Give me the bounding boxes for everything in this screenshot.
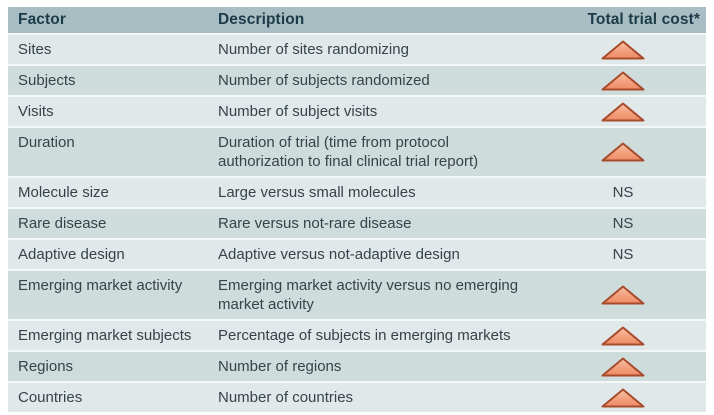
cost-cell [558, 128, 706, 176]
cost-increase-triangle-icon [601, 40, 645, 59]
description-cell: Number of countries [218, 389, 354, 406]
cost-cell: NS [558, 209, 706, 238]
ns-label: NS [612, 215, 634, 232]
description-cell: Percentage of subjects in emerging marke… [218, 327, 511, 344]
table-row: Countries Number of countries [8, 383, 706, 412]
cost-cell [558, 383, 706, 412]
ns-label: NS [612, 184, 634, 201]
description-cell: Number of subjects randomized [218, 72, 430, 89]
description-cell: Duration of trial (time from protocol au… [218, 134, 479, 170]
factor-cell: Adaptive design [18, 246, 125, 263]
table-row: Sites Number of sites randomizing [8, 35, 706, 64]
factor-cell: Visits [18, 103, 54, 120]
column-header-factor: Factor [18, 11, 66, 28]
factor-cell: Rare disease [18, 215, 107, 232]
description-cell: Number of subject visits [218, 103, 378, 120]
factor-cell: Subjects [18, 72, 76, 89]
description-cell: Number of sites randomizing [218, 41, 409, 58]
description-cell: Adaptive versus not-adaptive design [218, 246, 460, 263]
cost-increase-triangle-icon [601, 285, 645, 305]
description-cell: Number of regions [218, 358, 342, 375]
description-cell: Rare versus not-rare disease [218, 215, 412, 232]
table-row: Subjects Number of subjects randomized [8, 66, 706, 95]
cost-cell: NS [558, 178, 706, 207]
table-header-row: Factor Description Total trial cost* [8, 7, 706, 33]
table-row: Visits Number of subject visits [8, 97, 706, 126]
table-body: Sites Number of sites randomizing Subjects… [8, 35, 706, 412]
table-row: Molecule size Large versus small molecule… [8, 178, 706, 207]
cost-increase-triangle-icon [601, 142, 645, 162]
factor-cell: Molecule size [18, 184, 109, 201]
cost-cell [558, 321, 706, 350]
table-row: Regions Number of regions [8, 352, 706, 381]
cost-increase-triangle-icon [601, 102, 645, 121]
cost-factors-table: Factor Description Total trial cost* Sit… [8, 7, 706, 412]
cost-cell [558, 66, 706, 95]
column-header-description: Description [218, 11, 305, 28]
table-row: Rare disease Rare versus not-rare disease… [8, 209, 706, 238]
cost-cell [558, 352, 706, 381]
factor-cell: Emerging market activity [18, 277, 183, 294]
cost-cell: NS [558, 240, 706, 269]
factor-cell: Duration [18, 134, 75, 151]
cost-cell [558, 271, 706, 319]
table-row: Adaptive design Adaptive versus not-adapt… [8, 240, 706, 269]
factor-cell: Sites [18, 41, 52, 58]
cost-increase-triangle-icon [601, 71, 645, 90]
cost-increase-triangle-icon [601, 326, 645, 345]
factor-cell: Regions [18, 358, 74, 375]
description-cell: Emerging market activity versus no emerg… [218, 277, 519, 313]
column-header-total-trial-cost: Total trial cost* [587, 11, 700, 28]
cost-cell [558, 35, 706, 64]
factor-cell: Emerging market subjects [18, 327, 192, 344]
table-row: Duration Duration of trial (time from pro… [8, 128, 706, 176]
description-cell: Large versus small molecules [218, 184, 416, 201]
ns-label: NS [612, 246, 634, 263]
factor-cell: Countries [18, 389, 83, 406]
cost-cell [558, 97, 706, 126]
cost-increase-triangle-icon [601, 357, 645, 376]
table-row: Emerging market activity Emerging market … [8, 271, 706, 319]
table-row: Emerging market subjects Percentage of su… [8, 321, 706, 350]
cost-increase-triangle-icon [601, 388, 645, 407]
